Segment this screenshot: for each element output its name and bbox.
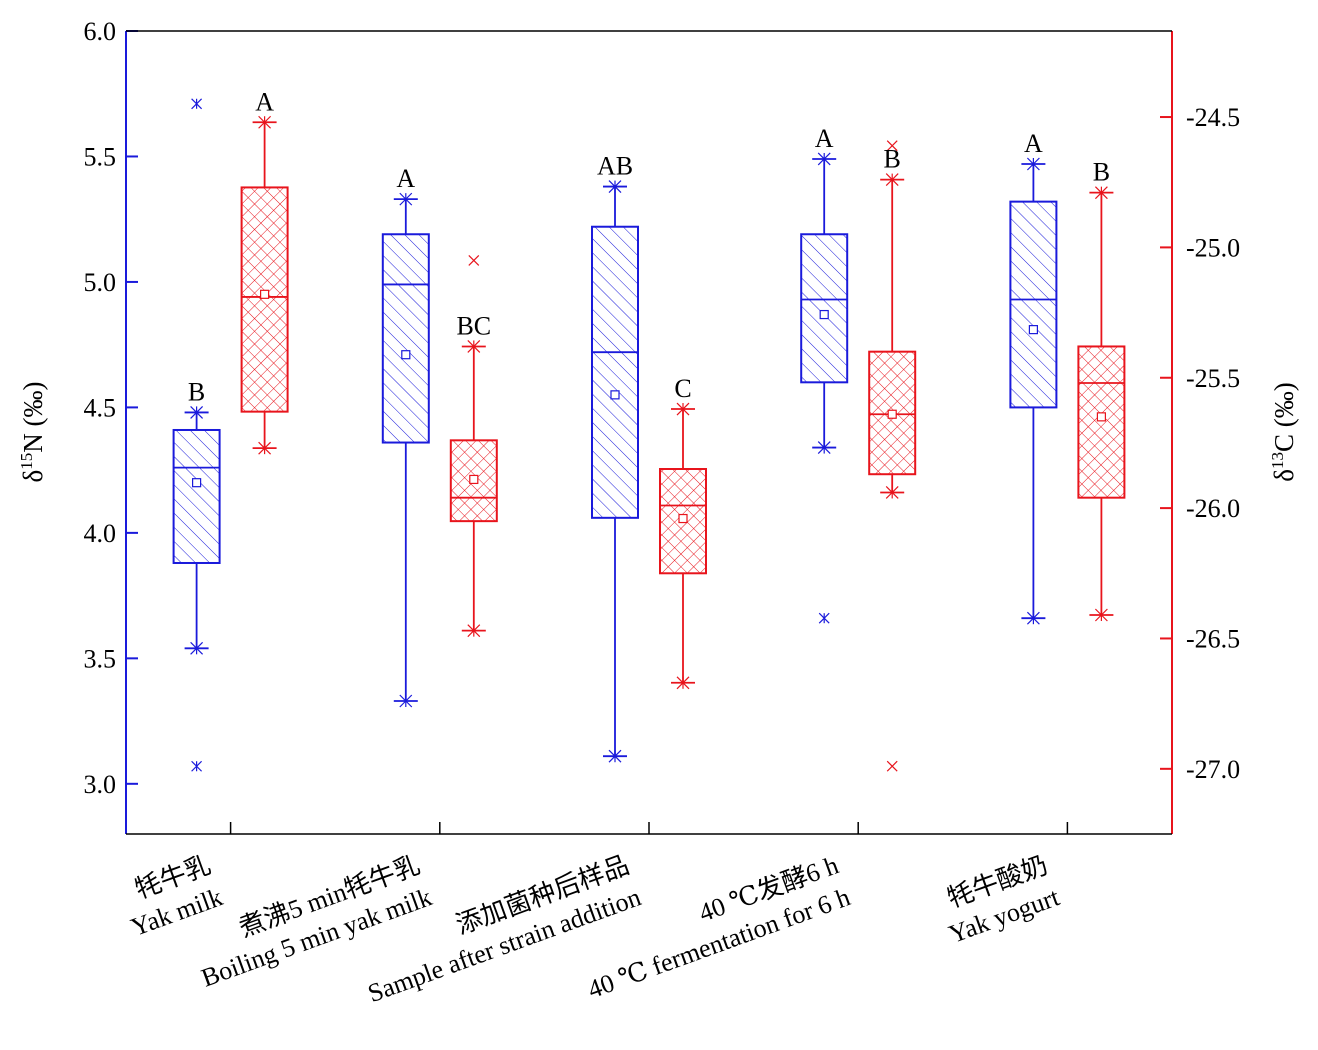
whisker-end-marker [190, 641, 204, 655]
outlier-part [886, 760, 898, 772]
significance-letter: C [674, 374, 691, 403]
box [381, 233, 430, 444]
whisker-end-marker [817, 441, 831, 454]
mean-marker [1028, 325, 1039, 335]
box [1009, 200, 1058, 409]
significance-letter: A [1024, 129, 1043, 158]
whisker-end-marker [1026, 611, 1040, 625]
outlier-part [468, 255, 480, 266]
left-tick-label: 4.5 [84, 393, 117, 422]
left-tick-label: 3.0 [84, 770, 117, 799]
n15-box-group: B [172, 98, 221, 772]
whisker-end-marker [1094, 608, 1108, 622]
right-tick-label: -26.5 [1186, 624, 1240, 653]
mean-marker [819, 309, 829, 320]
n15-box-group: A [1009, 129, 1058, 625]
whisker-end-marker [467, 624, 481, 638]
right-tick-label: -25.5 [1186, 364, 1240, 393]
right-tick-label: -25.0 [1186, 233, 1240, 262]
whisker-end-marker [258, 441, 272, 455]
significance-letter: B [884, 145, 901, 174]
right-axis-label: δ13C (‰) [1268, 382, 1299, 481]
whisker-end-marker [258, 115, 272, 129]
n15-box-group: A [381, 164, 430, 708]
c13-box-group: BC [449, 255, 498, 638]
left-tick-label: 5.5 [84, 142, 117, 171]
left-tick-label: 4.0 [84, 519, 117, 548]
whisker-end-marker [1094, 186, 1108, 200]
significance-letter: A [815, 124, 834, 153]
box [591, 225, 639, 519]
left-tick-label: 3.5 [84, 644, 117, 673]
significance-letter: B [1093, 158, 1110, 187]
c13-box-group: B [868, 140, 917, 772]
outlier-part [886, 140, 898, 152]
mean-marker [260, 289, 270, 299]
box [1077, 345, 1126, 499]
mean-marker [469, 474, 479, 485]
whisker-end-marker [676, 402, 690, 416]
outlier-point [468, 255, 480, 266]
box-series: B A AB A A A BC C B B [172, 87, 1126, 772]
outlier-point [818, 612, 830, 624]
mean-marker [1096, 412, 1107, 422]
whisker-end-marker [608, 180, 622, 194]
significance-letter: A [396, 164, 415, 193]
whisker-end-marker [399, 694, 413, 708]
significance-letter: BC [456, 311, 491, 340]
box [240, 186, 289, 413]
significance-letter: B [188, 377, 205, 406]
mean-marker [401, 350, 411, 360]
left-y-axis: 3.0 3.5 4.0 4.5 5.0 5.5 6.0 [84, 17, 138, 834]
outlier-point [191, 760, 203, 772]
whisker-end-marker [885, 173, 899, 187]
right-tick-label: -26.0 [1186, 494, 1240, 523]
whisker-end-marker [817, 152, 831, 166]
right-y-axis: -27.0 -26.5 -26.0 -25.5 -25.0 -24.5 [1160, 31, 1240, 834]
whisker-end-marker [190, 406, 204, 419]
outlier-point [886, 760, 898, 772]
significance-letter: AB [597, 152, 633, 181]
box [800, 233, 849, 384]
mean-marker [610, 390, 620, 400]
whisker-end-marker [1026, 157, 1040, 171]
whisker-end-marker [608, 749, 622, 763]
whisker-end-marker [885, 486, 899, 499]
c13-box-group: B [1077, 158, 1126, 622]
whisker-end-marker [467, 340, 481, 353]
mean-marker [678, 513, 688, 524]
c13-box-group: C [659, 374, 707, 690]
n15-box-group: AB [591, 152, 639, 763]
significance-letter: A [255, 87, 274, 116]
whisker-end-marker [676, 676, 690, 690]
left-axis-label: δ15N (‰) [17, 382, 48, 483]
mean-marker [887, 409, 897, 419]
left-tick-label: 6.0 [84, 17, 117, 46]
right-tick-label: -24.5 [1186, 103, 1240, 132]
mean-marker [192, 478, 202, 488]
n15-box-group: A [800, 124, 849, 624]
whisker-end-marker [399, 192, 413, 206]
box [172, 428, 221, 564]
outlier-point [886, 140, 898, 152]
outlier-point [191, 98, 203, 110]
left-tick-label: 5.0 [84, 268, 117, 297]
right-tick-label: -27.0 [1186, 755, 1240, 784]
c13-box-group: A [240, 87, 289, 455]
